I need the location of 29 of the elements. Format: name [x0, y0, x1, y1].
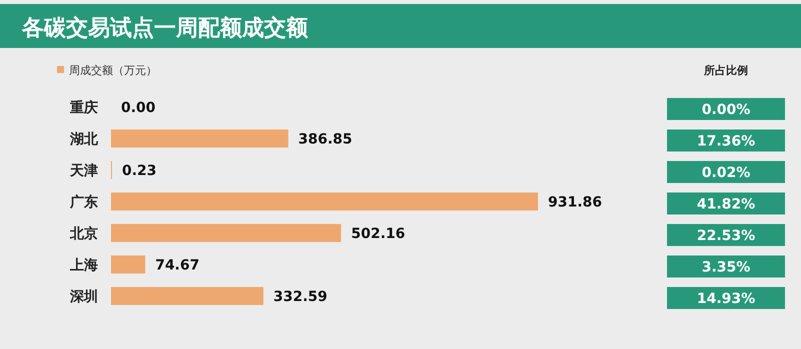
data-label: 502.16	[351, 226, 406, 242]
data-label: 931.86	[548, 194, 602, 210]
chart-title: 各碳交易试点一周配额成交额	[21, 15, 309, 41]
text: 3.35%	[702, 260, 750, 276]
y-tick-label: 重庆	[69, 99, 98, 116]
bar	[111, 224, 342, 242]
bar	[111, 130, 288, 148]
text: 0.02%	[702, 165, 750, 181]
bar	[111, 192, 538, 210]
data-label: 0.00	[121, 100, 156, 116]
bar	[111, 256, 146, 274]
y-tick-label: 深圳	[69, 289, 98, 305]
text: 14.93%	[696, 291, 756, 307]
text: 41.82%	[696, 196, 756, 212]
y-tick-label: 上海	[69, 258, 98, 274]
text: 0.00%	[702, 102, 750, 118]
legend-label: 周成交额（万元）	[69, 64, 157, 77]
bar	[111, 287, 264, 305]
y-tick-label: 湖北	[69, 132, 99, 148]
y-tick-label: 天津	[69, 163, 98, 179]
text: 22.53%	[696, 228, 756, 244]
data-label: 74.67	[155, 258, 200, 274]
data-label: 332.59	[273, 289, 328, 305]
text: 所占比例	[703, 64, 748, 77]
data-label: 0.23	[122, 163, 157, 179]
data-label: 386.85	[298, 132, 352, 148]
text: 17.36%	[696, 134, 756, 150]
y-tick-label: 广东	[69, 194, 98, 210]
y-tick-label: 北京	[69, 225, 98, 242]
